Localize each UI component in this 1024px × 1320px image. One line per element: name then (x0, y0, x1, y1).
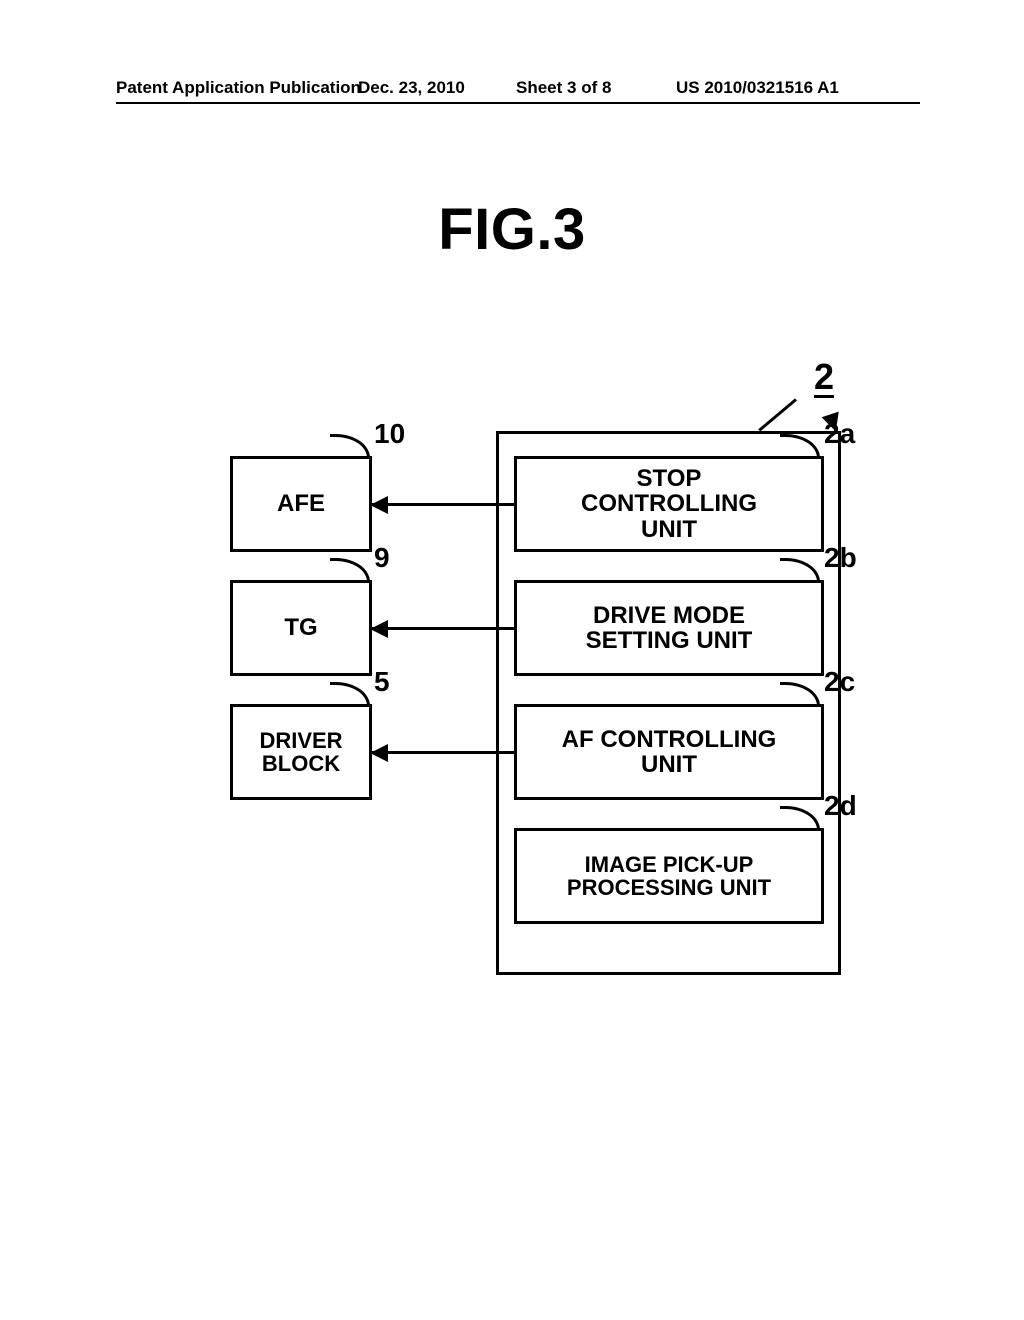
block-af-controlling-label: AF CONTROLLING UNIT (562, 727, 777, 777)
block-tg-label: TG (284, 615, 317, 640)
block-afe: AFE (230, 456, 372, 552)
ref-2-lead (758, 398, 797, 431)
patent-header-date: Dec. 23, 2010 (358, 78, 465, 98)
block-stop-controlling-label: STOP CONTROLLING UNIT (581, 466, 757, 542)
block-driver-label: DRIVER BLOCK (259, 729, 342, 775)
patent-header-sheet: Sheet 3 of 8 (516, 78, 611, 98)
ref-2a-label: 2a (824, 418, 855, 450)
block-af-controlling: AF CONTROLLING UNIT (514, 704, 824, 800)
block-driver: DRIVER BLOCK (230, 704, 372, 800)
block-diagram: 2 AFE 10 STOP CONTROLLING UNIT 2a TG 9 D… (210, 380, 850, 1000)
ref-2-label: 2 (814, 356, 834, 398)
ref-2d-label: 2d (824, 790, 857, 822)
patent-pub-number: US 2010/0321516 A1 (676, 78, 839, 98)
ref-5-label: 5 (374, 666, 390, 698)
ref-9-label: 9 (374, 542, 390, 574)
figure-title: FIG.3 (0, 196, 1024, 263)
ref-9-lead (330, 558, 370, 582)
arrow-drivemode-to-tg (372, 627, 514, 630)
block-drive-mode: DRIVE MODE SETTING UNIT (514, 580, 824, 676)
ref-5-lead (330, 682, 370, 706)
block-afe-label: AFE (277, 491, 325, 516)
block-image-pickup: IMAGE PICK-UP PROCESSING UNIT (514, 828, 824, 924)
ref-2c-label: 2c (824, 666, 855, 698)
block-tg: TG (230, 580, 372, 676)
ref-2b-label: 2b (824, 542, 857, 574)
block-drive-mode-label: DRIVE MODE SETTING UNIT (586, 603, 753, 653)
arrow-af-to-driver (372, 751, 514, 754)
ref-10-lead (330, 434, 370, 458)
arrow-stop-to-afe (372, 503, 514, 506)
block-image-pickup-label: IMAGE PICK-UP PROCESSING UNIT (567, 853, 771, 899)
header-rule (116, 102, 920, 104)
ref-10-label: 10 (374, 418, 405, 450)
patent-header-left: Patent Application Publication (116, 78, 361, 98)
block-stop-controlling: STOP CONTROLLING UNIT (514, 456, 824, 552)
